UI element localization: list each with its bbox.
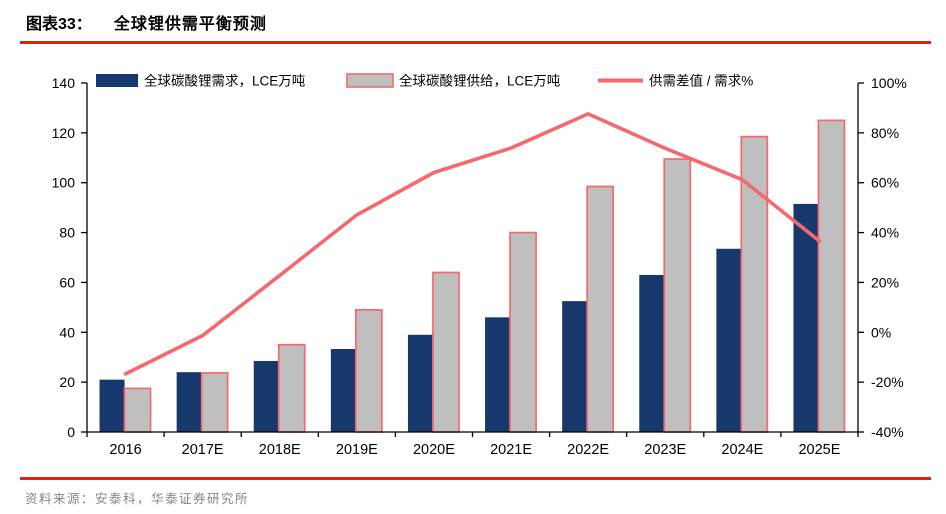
demand-bar bbox=[793, 203, 819, 432]
category-label: 2019E bbox=[336, 442, 378, 458]
right-axis-tick-label: -20% bbox=[871, 374, 904, 390]
supply-bar bbox=[432, 271, 460, 433]
supply-legend-swatch bbox=[346, 73, 394, 88]
right-axis-tick-label: 0% bbox=[871, 324, 891, 340]
demand-legend-label: 全球碳酸锂需求，LCE万吨 bbox=[144, 73, 305, 89]
supply-bar bbox=[200, 372, 229, 433]
ratio-legend-label: 供需差值 / 需求% bbox=[649, 74, 753, 89]
category-label: 2017E bbox=[182, 442, 224, 458]
supply-bar bbox=[509, 231, 537, 433]
left-axis-tick-label: 20 bbox=[59, 374, 75, 390]
demand-legend-swatch bbox=[96, 74, 138, 87]
source-note: 资料来源：安泰科，华泰证券研究所 bbox=[25, 492, 250, 506]
lithium-supply-demand-chart: 0 20 40 60 80 100 120 140 -40% -20% 0% 20% 40% 60% 80%… bbox=[52, 73, 907, 459]
figure-number: 图表33： bbox=[26, 16, 92, 33]
footer-divider bbox=[20, 477, 931, 480]
figure-header: 图表33： 全球锂供需平衡预测 bbox=[0, 0, 946, 35]
supply-bar bbox=[586, 185, 615, 433]
demand-bar bbox=[330, 348, 356, 432]
left-axis-tick-label: 100 bbox=[52, 175, 76, 191]
demand-bar bbox=[99, 379, 125, 432]
demand-bar bbox=[562, 301, 588, 432]
category-label: 2023E bbox=[644, 442, 686, 458]
category-label: 2016 bbox=[109, 442, 141, 458]
right-axis-tick-label: -40% bbox=[871, 424, 904, 440]
demand-bar bbox=[407, 334, 433, 432]
left-axis-tick-label: 40 bbox=[59, 324, 75, 340]
supply-bar bbox=[123, 387, 152, 433]
demand-bar bbox=[485, 317, 511, 432]
demand-bar bbox=[716, 248, 742, 432]
category-label: 2024E bbox=[721, 442, 763, 458]
legend: 全球碳酸锂需求，LCE万吨 全球碳酸锂供给，LCE万吨 供需差值 / 需求% bbox=[96, 73, 753, 89]
demand-bar bbox=[639, 274, 665, 432]
right-axis-tick-label: 40% bbox=[871, 225, 899, 241]
demand-bar bbox=[253, 360, 279, 432]
supply-bar bbox=[355, 309, 383, 433]
category-label: 2021E bbox=[490, 442, 532, 458]
right-axis-tick-label: 20% bbox=[871, 274, 899, 290]
supply-bar bbox=[663, 158, 692, 433]
left-axis-tick-label: 60 bbox=[59, 274, 75, 290]
category-label: 2022E bbox=[567, 442, 609, 458]
right-axis-tick-label: 60% bbox=[871, 175, 899, 191]
category-label: 2025E bbox=[798, 442, 840, 458]
title-divider bbox=[20, 41, 931, 44]
supply-bar bbox=[277, 343, 306, 433]
demand-bar bbox=[176, 372, 202, 432]
left-axis-tick-label: 0 bbox=[67, 424, 75, 440]
category-label: 2020E bbox=[413, 442, 455, 458]
left-axis-tick-label: 140 bbox=[52, 75, 76, 91]
left-axis-tick-label: 120 bbox=[52, 125, 76, 141]
supply-legend-label: 全球碳酸锂供给，LCE万吨 bbox=[399, 73, 560, 89]
right-axis-tick-label: 100% bbox=[871, 75, 907, 91]
supply-bar bbox=[740, 135, 769, 433]
ratio-line bbox=[123, 112, 822, 376]
axes bbox=[81, 82, 864, 437]
left-axis-tick-label: 80 bbox=[59, 225, 75, 241]
supply-bar bbox=[817, 119, 846, 433]
category-label: 2018E bbox=[259, 442, 301, 458]
right-axis-tick-label: 80% bbox=[871, 125, 899, 141]
figure-title: 全球锂供需平衡预测 bbox=[113, 16, 267, 33]
bars-group bbox=[99, 119, 846, 433]
